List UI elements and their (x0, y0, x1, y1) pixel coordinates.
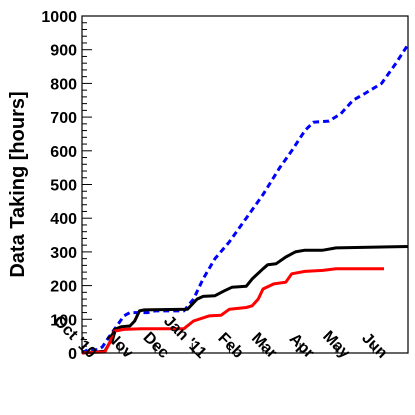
x-tick-label: Mar (248, 330, 280, 362)
y-tick-label: 400 (50, 211, 77, 228)
y-tick-label: 200 (50, 279, 77, 296)
series-line-1 (81, 245, 409, 355)
x-tick-label: Feb (214, 330, 246, 362)
y-tick-label: 100 (50, 312, 77, 329)
y-tick-label: 500 (50, 178, 77, 195)
series-layer (81, 43, 410, 355)
series-line-2 (81, 267, 384, 355)
y-tick-label: 1000 (41, 9, 77, 26)
x-tick-label: Jun (358, 330, 390, 362)
y-tick-label: 0 (68, 346, 77, 363)
y-tick-label: 800 (50, 76, 77, 93)
x-tick-label: Apr (286, 330, 318, 362)
x-tick-label: May (319, 328, 353, 362)
y-tick-label: 600 (50, 144, 77, 161)
y-axis-title: Data Taking [hours] (7, 91, 29, 277)
y-tick-label: 700 (50, 110, 77, 127)
y-tick-label: 900 (50, 43, 77, 60)
x-tick-label: Dec (140, 329, 173, 362)
x-tick-label: Nov (103, 328, 136, 361)
series-line-0 (81, 43, 410, 355)
plot-frame (81, 15, 409, 354)
y-tick-label: 300 (50, 245, 77, 262)
y-axis: 0 100 200 300 400 500 600 700 800 900 1000 (41, 9, 92, 363)
